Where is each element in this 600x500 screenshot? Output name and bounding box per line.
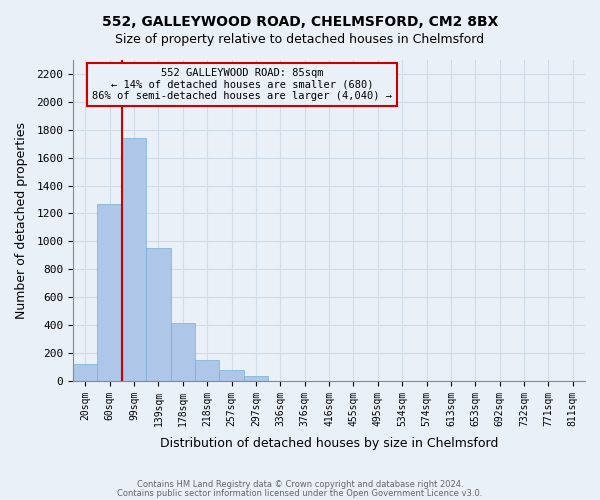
Bar	[146, 248, 170, 381]
Bar	[220, 370, 244, 381]
Text: 552 GALLEYWOOD ROAD: 85sqm
← 14% of detached houses are smaller (680)
86% of sem: 552 GALLEYWOOD ROAD: 85sqm ← 14% of deta…	[92, 68, 392, 101]
Bar	[195, 360, 220, 381]
Bar	[244, 376, 268, 381]
Bar	[97, 204, 122, 381]
Text: 552, GALLEYWOOD ROAD, CHELMSFORD, CM2 8BX: 552, GALLEYWOOD ROAD, CHELMSFORD, CM2 8B…	[102, 15, 498, 29]
Bar	[170, 323, 195, 381]
Bar	[73, 364, 97, 381]
Text: Contains public sector information licensed under the Open Government Licence v3: Contains public sector information licen…	[118, 489, 482, 498]
Bar	[122, 138, 146, 381]
Y-axis label: Number of detached properties: Number of detached properties	[15, 122, 28, 319]
Text: Size of property relative to detached houses in Chelmsford: Size of property relative to detached ho…	[115, 32, 485, 46]
Text: Contains HM Land Registry data © Crown copyright and database right 2024.: Contains HM Land Registry data © Crown c…	[137, 480, 463, 489]
X-axis label: Distribution of detached houses by size in Chelmsford: Distribution of detached houses by size …	[160, 437, 498, 450]
